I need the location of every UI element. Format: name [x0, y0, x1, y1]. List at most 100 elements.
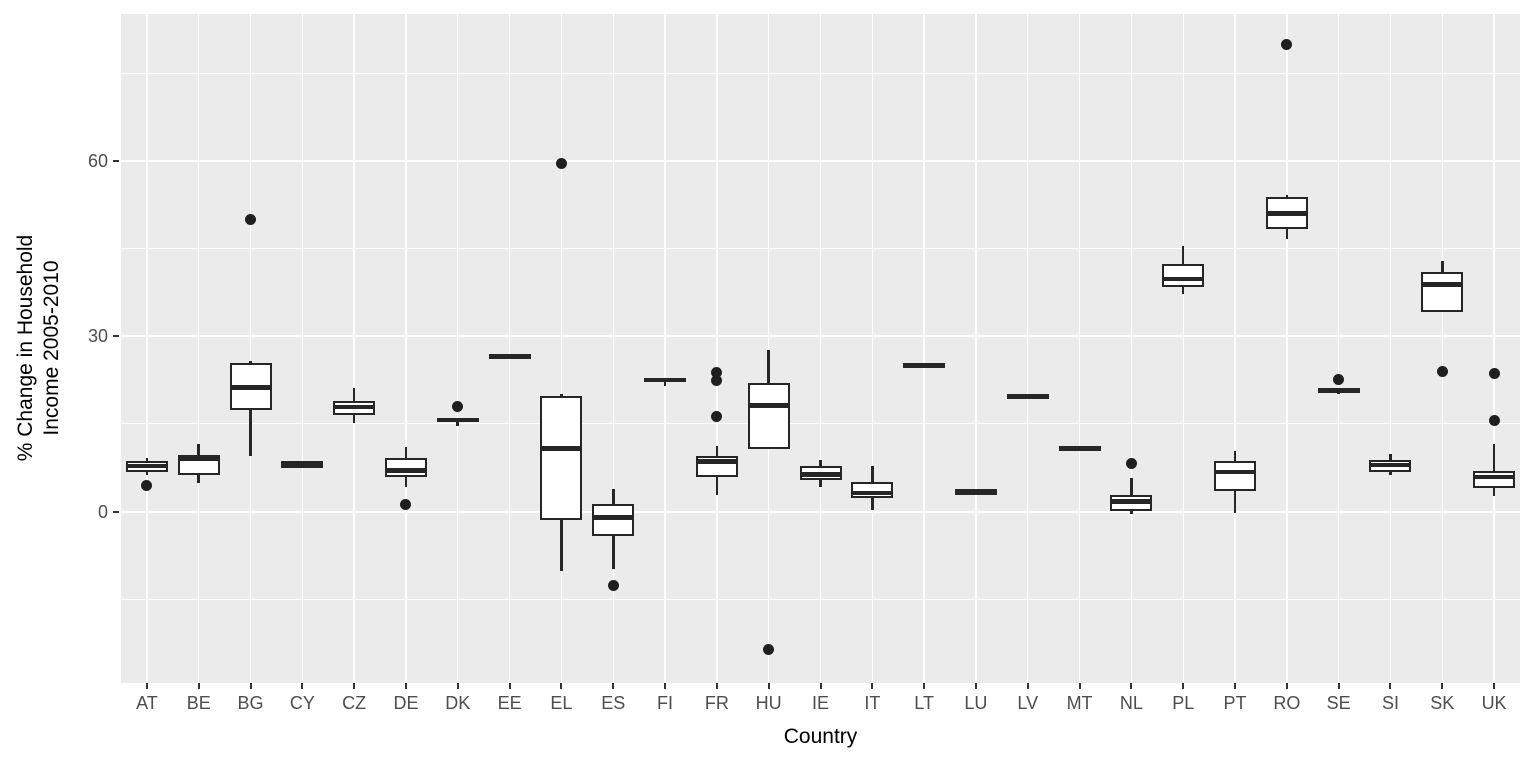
x-gridline-pl	[1182, 14, 1184, 683]
lower-whisker-ro	[1285, 229, 1289, 239]
box-pt	[1214, 460, 1257, 491]
lower-whisker-fi	[663, 381, 667, 386]
x-category-label-hu: HU	[755, 693, 782, 713]
median-cz	[333, 404, 376, 410]
lower-whisker-pl	[1181, 287, 1185, 294]
lower-whisker-it	[871, 498, 874, 510]
median-lu	[954, 489, 997, 495]
lower-whisker-fr	[715, 476, 719, 495]
x-tick-mark	[1337, 683, 1340, 689]
box-hu	[747, 383, 790, 450]
median-at	[125, 463, 168, 469]
x-tick-mark	[715, 683, 718, 689]
y-tick-mark	[113, 510, 119, 513]
x-gridline-dk	[457, 14, 459, 683]
lower-whisker-at	[145, 471, 149, 475]
x-gridline-pt	[1234, 14, 1236, 683]
outlier-fr	[711, 374, 723, 386]
outlier-fr	[711, 410, 723, 422]
x-category-label-lt: LT	[914, 693, 934, 713]
median-es	[592, 515, 635, 520]
median-cy	[281, 461, 324, 466]
median-ie	[799, 471, 842, 477]
x-category-label-ie: IE	[811, 693, 829, 713]
x-category-label-de: DE	[393, 693, 419, 713]
x-gridline-hu	[767, 14, 770, 683]
x-gridline-fi	[664, 14, 666, 683]
upper-whisker-at	[145, 457, 149, 462]
x-tick-mark	[612, 683, 615, 689]
upper-whisker-ro	[1285, 195, 1289, 198]
outlier-bg	[245, 213, 257, 225]
x-tick-mark	[197, 683, 200, 689]
upper-whisker-hu	[767, 350, 770, 383]
outlier-fr	[711, 366, 723, 378]
median-pt	[1214, 469, 1257, 475]
lower-whisker-bg	[249, 409, 252, 456]
outlier-uk	[1488, 367, 1500, 379]
outlier-sk	[1436, 366, 1448, 378]
lower-whisker-el	[560, 520, 563, 572]
x-gridline-es	[612, 14, 614, 683]
x-category-label-nl: NL	[1119, 693, 1143, 713]
median-de	[384, 468, 427, 473]
x-category-label-cz: CZ	[342, 693, 367, 713]
x-gridline-at	[146, 14, 148, 683]
x-tick-mark	[664, 683, 667, 689]
x-category-label-lv: LV	[1017, 693, 1039, 713]
x-category-label-dk: DK	[445, 693, 471, 713]
median-it	[851, 490, 894, 496]
upper-whisker-nl	[1130, 478, 1133, 495]
x-category-label-it: IT	[864, 693, 881, 713]
box-el	[540, 395, 583, 521]
x-tick-mark	[1389, 683, 1392, 689]
median-se	[1317, 388, 1360, 393]
x-category-label-lu: LU	[964, 693, 988, 713]
x-tick-mark	[1441, 683, 1444, 689]
box-uk	[1473, 470, 1516, 489]
upper-whisker-el	[560, 394, 563, 396]
x-gridline-cy	[301, 14, 304, 683]
y-axis-title-line1: % Change in Household	[14, 234, 37, 462]
x-tick-mark	[353, 683, 356, 689]
x-tick-mark	[1130, 683, 1133, 689]
y-tick-label: 0	[97, 501, 108, 522]
median-lt	[903, 363, 946, 368]
outlier-at	[141, 480, 153, 492]
median-sk	[1421, 282, 1464, 288]
lower-whisker-ie	[819, 480, 822, 488]
x-tick-mark	[456, 683, 459, 689]
outlier-se	[1333, 373, 1345, 385]
box-pl	[1162, 264, 1205, 288]
lower-whisker-be	[197, 474, 201, 483]
x-category-label-pl: PL	[1172, 693, 1195, 713]
x-tick-mark	[145, 683, 148, 689]
lower-whisker-uk	[1492, 488, 1496, 497]
outlier-uk	[1488, 414, 1500, 426]
upper-whisker-sk	[1440, 260, 1444, 273]
x-tick-mark	[1182, 683, 1185, 689]
x-tick-mark	[249, 683, 252, 689]
y-tick-label: 60	[87, 150, 108, 171]
x-tick-mark	[1234, 683, 1237, 689]
outlier-dk	[452, 401, 464, 413]
upper-whisker-es	[611, 489, 615, 505]
x-gridline-be	[198, 14, 200, 683]
x-tick-mark	[871, 683, 874, 689]
y-tick-mark	[113, 335, 119, 338]
x-gridline-de	[405, 14, 407, 683]
x-gridline-nl	[1130, 14, 1133, 683]
median-be	[177, 456, 220, 461]
outlier-es	[607, 580, 619, 592]
upper-whisker-ie	[819, 460, 822, 467]
x-category-label-cy: CY	[289, 693, 315, 713]
x-category-label-es: ES	[601, 693, 626, 713]
outlier-de	[400, 498, 412, 510]
lower-whisker-pt	[1233, 490, 1237, 514]
median-fi	[644, 377, 687, 383]
y-tick-label: 30	[87, 326, 108, 347]
box-sk	[1421, 272, 1464, 313]
x-category-label-pt: PT	[1223, 693, 1247, 713]
median-ee	[488, 353, 531, 359]
median-uk	[1473, 474, 1516, 480]
